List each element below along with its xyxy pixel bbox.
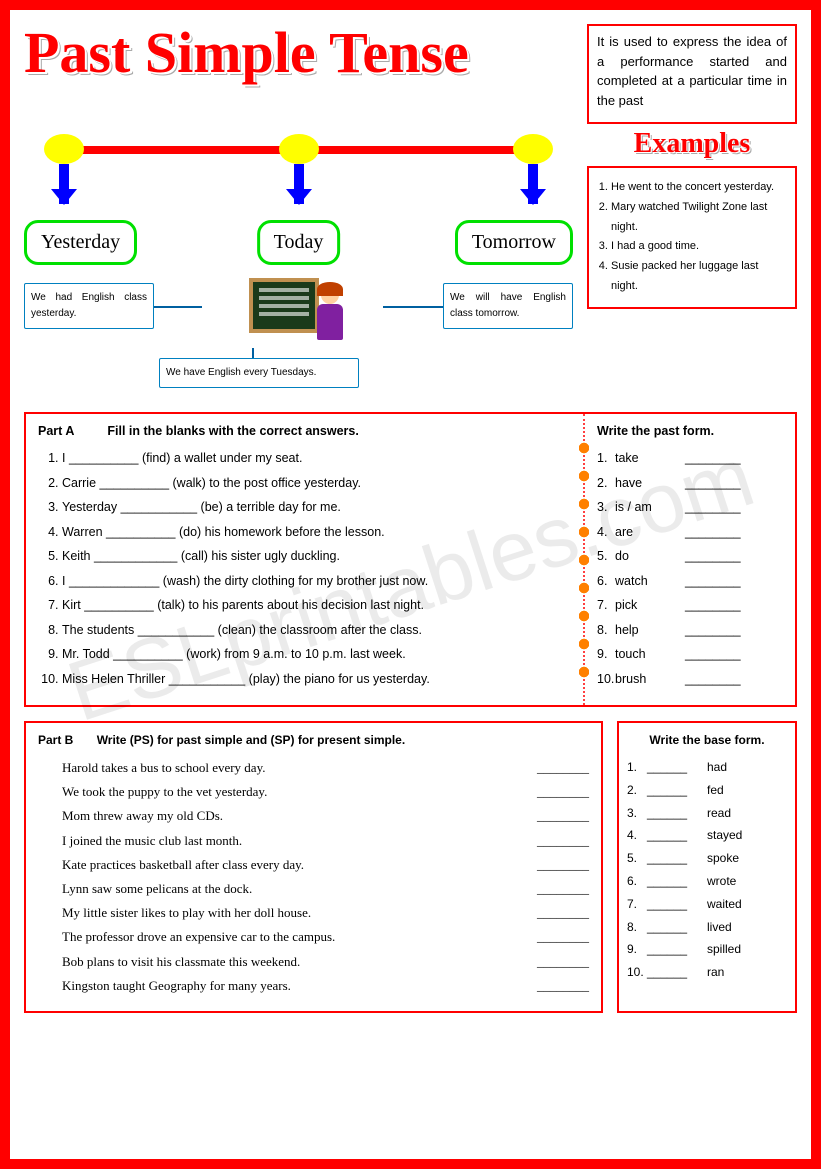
past-form-item[interactable]: 3.is / am________ (597, 499, 783, 517)
timeline-label: Tomorrow (455, 220, 573, 265)
past-form-item[interactable]: 6.watch________ (597, 573, 783, 591)
question-item[interactable]: The professor drove an expensive car to … (62, 928, 589, 946)
question-item[interactable]: Bob plans to visit his classmate this we… (62, 953, 589, 971)
question-item[interactable]: Miss Helen Thriller ___________ (play) t… (62, 671, 571, 689)
arrow-icon (528, 164, 538, 204)
past-form-item[interactable]: 8.help________ (597, 622, 783, 640)
past-form-item[interactable]: 10.brush________ (597, 671, 783, 689)
examples-title: Examples (587, 128, 797, 160)
example-sentence: We have English every Tuesdays. (159, 358, 359, 388)
example-item: Mary watched Twilight Zone last night. (611, 198, 787, 238)
teacher-icon (313, 286, 347, 346)
part-b-label: Part B (38, 733, 73, 747)
connector-line (383, 306, 445, 308)
question-item[interactable]: Keith ____________ (call) his sister ugl… (62, 548, 571, 566)
question-item[interactable]: Carrie __________ (walk) to the post off… (62, 475, 571, 493)
base-form-item[interactable]: 8.______lived (627, 919, 787, 936)
question-item[interactable]: I joined the music club last month._____… (62, 832, 589, 850)
base-form-item[interactable]: 9.______spilled (627, 941, 787, 958)
base-form-heading: Write the base form. (627, 733, 787, 747)
question-item[interactable]: Kingston taught Geography for many years… (62, 977, 589, 995)
exercise-part-a-row: Part A Fill in the blanks with the corre… (24, 412, 797, 707)
diagram-row: Yesterday Today Tomorrow We had English … (24, 128, 797, 398)
part-a-list: I __________ (find) a wallet under my se… (38, 450, 571, 688)
question-item[interactable]: My little sister likes to play with her … (62, 904, 589, 922)
question-item[interactable]: The students ___________ (clean) the cla… (62, 622, 571, 640)
base-form-item[interactable]: 3.______read (627, 805, 787, 822)
exercise-part-b-row: Part B Write (PS) for past simple and (S… (24, 721, 797, 1013)
timeline-diagram: Yesterday Today Tomorrow We had English … (24, 128, 573, 398)
base-form-list: 1.______had 2.______fed 3.______read 4.____… (627, 759, 787, 981)
part-b: Part B Write (PS) for past simple and (S… (24, 721, 603, 1013)
description-box: It is used to express the idea of a perf… (587, 24, 797, 124)
arrow-icon (294, 164, 304, 204)
past-form-item[interactable]: 4.are________ (597, 524, 783, 542)
question-item[interactable]: I _____________ (wash) the dirty clothin… (62, 573, 571, 591)
question-item[interactable]: Kirt __________ (talk) to his parents ab… (62, 597, 571, 615)
timeline-dot (44, 134, 84, 164)
blackboard-icon (249, 278, 319, 333)
past-form-item[interactable]: 9.touch________ (597, 646, 783, 664)
timeline-label: Today (257, 220, 341, 265)
worksheet-page: ESLprintables.com Past Simple Tense It i… (0, 0, 821, 1169)
base-form-item[interactable]: 6.______wrote (627, 873, 787, 890)
teacher-illustration (249, 278, 349, 354)
base-form-box: Write the base form. 1.______had 2.______… (617, 721, 797, 1013)
part-a-heading: Part A Fill in the blanks with the corre… (38, 424, 571, 438)
question-item[interactable]: Yesterday ___________ (be) a terrible da… (62, 499, 571, 517)
part-a-label: Part A (38, 424, 74, 438)
question-item[interactable]: Kate practices basketball after class ev… (62, 856, 589, 874)
past-form-box: Write the past form. 1.take________ 2.hav… (585, 414, 795, 705)
part-a-instruction: Fill in the blanks with the correct answ… (107, 424, 358, 438)
timeline-label: Yesterday (24, 220, 137, 265)
base-form-item[interactable]: 4.______stayed (627, 827, 787, 844)
base-form-item[interactable]: 1.______had (627, 759, 787, 776)
page-title: Past Simple Tense (24, 24, 573, 124)
examples-column: Examples He went to the concert yesterda… (587, 128, 797, 398)
question-item[interactable]: Warren __________ (do) his homework befo… (62, 524, 571, 542)
past-form-heading: Write the past form. (597, 424, 783, 438)
question-item[interactable]: Lynn saw some pelicans at the dock._____… (62, 880, 589, 898)
question-item[interactable]: Harold takes a bus to school every day._… (62, 759, 589, 777)
base-form-item[interactable]: 5.______spoke (627, 850, 787, 867)
past-form-list: 1.take________ 2.have________ 3.is / am___… (597, 450, 783, 688)
timeline-dot (513, 134, 553, 164)
base-form-item[interactable]: 2.______fed (627, 782, 787, 799)
example-item: I had a good time. (611, 237, 787, 257)
arrow-icon (59, 164, 69, 204)
part-b-heading: Part B Write (PS) for past simple and (S… (38, 733, 589, 747)
base-form-item[interactable]: 10.______ran (627, 964, 787, 981)
part-a: Part A Fill in the blanks with the corre… (26, 414, 585, 705)
example-item: He went to the concert yesterday. (611, 178, 787, 198)
question-item[interactable]: We took the puppy to the vet yesterday._… (62, 783, 589, 801)
past-form-item[interactable]: 7.pick________ (597, 597, 783, 615)
part-b-list: Harold takes a bus to school every day._… (38, 759, 589, 995)
base-form-item[interactable]: 7.______waited (627, 896, 787, 913)
examples-list: He went to the concert yesterday. Mary w… (611, 178, 787, 297)
example-item: Susie packed her luggage last night. (611, 257, 787, 297)
past-form-item[interactable]: 2.have________ (597, 475, 783, 493)
connector-line (152, 306, 202, 308)
example-sentence: We had English class yesterday. (24, 283, 154, 329)
past-form-item[interactable]: 5.do________ (597, 548, 783, 566)
question-item[interactable]: I __________ (find) a wallet under my se… (62, 450, 571, 468)
question-item[interactable]: Mr. Todd __________ (work) from 9 a.m. t… (62, 646, 571, 664)
past-form-item[interactable]: 1.take________ (597, 450, 783, 468)
example-sentence: We will have English class tomorrow. (443, 283, 573, 329)
part-b-instruction: Write (PS) for past simple and (SP) for … (97, 733, 406, 747)
header-row: Past Simple Tense It is used to express … (24, 24, 797, 124)
question-item[interactable]: Mom threw away my old CDs.________ (62, 807, 589, 825)
timeline-dot (279, 134, 319, 164)
examples-box: He went to the concert yesterday. Mary w… (587, 166, 797, 309)
